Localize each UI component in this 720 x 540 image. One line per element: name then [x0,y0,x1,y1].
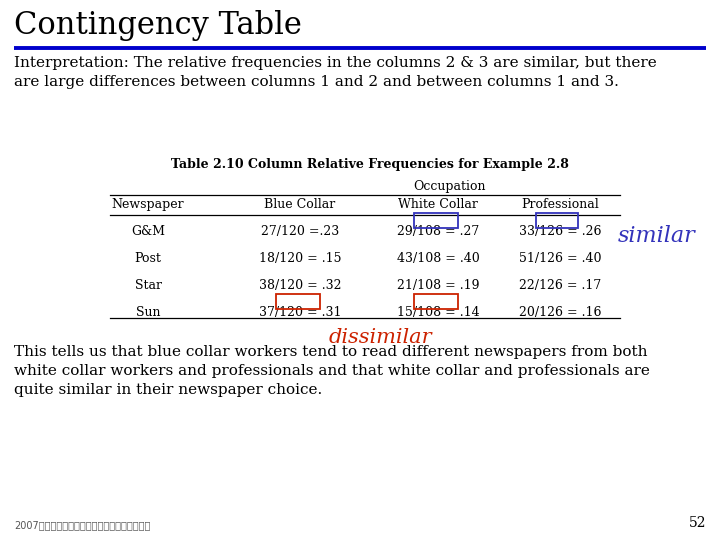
Text: G&M: G&M [131,225,165,238]
Text: 20/126 = .16: 20/126 = .16 [518,306,601,319]
Text: 51/126 = .40: 51/126 = .40 [518,252,601,265]
Text: 37/120 = .31: 37/120 = .31 [258,306,341,319]
Bar [276,294,320,309]
Text: Star: Star [135,279,161,292]
Text: similar: similar [618,225,696,247]
Text: 21/108 = .19: 21/108 = .19 [397,279,480,292]
Text: Post: Post [135,252,161,265]
Text: Newspaper: Newspaper [112,198,184,211]
Text: 18/120 = .15: 18/120 = .15 [258,252,341,265]
Text: Table 2.10 Column Relative Frequencies for Example 2.8: Table 2.10 Column Relative Frequencies f… [171,158,569,171]
Text: dissimilar: dissimilar [328,328,432,347]
Text: 38/120 = .32: 38/120 = .32 [258,279,341,292]
Text: 33/126 = .26: 33/126 = .26 [518,225,601,238]
Text: White Collar: White Collar [398,198,478,211]
Bar [414,294,458,309]
Text: 15/108 = .14: 15/108 = .14 [397,306,480,319]
Text: Sun: Sun [136,306,161,319]
Text: 43/108 = .40: 43/108 = .40 [397,252,480,265]
Text: Occupation: Occupation [414,180,486,193]
Text: Interpretation: The relative frequencies in the columns 2 & 3 are similar, but t: Interpretation: The relative frequencies… [14,56,657,89]
Text: 2007年版《给初学者的统计学（一）》山西财经: 2007年版《给初学者的统计学（一）》山西财经 [14,520,150,530]
Text: 27/120 =.23: 27/120 =.23 [261,225,339,238]
Text: This tells us that blue collar workers tend to read different newspapers from bo: This tells us that blue collar workers t… [14,345,650,397]
Text: Blue Collar: Blue Collar [264,198,336,211]
Text: Contingency Table: Contingency Table [14,10,302,41]
Bar [536,213,578,228]
Text: Professional: Professional [521,198,599,211]
Text: 22/126 = .17: 22/126 = .17 [519,279,601,292]
Text: 52: 52 [688,516,706,530]
Text: 29/108 = .27: 29/108 = .27 [397,225,479,238]
Bar [414,213,458,228]
